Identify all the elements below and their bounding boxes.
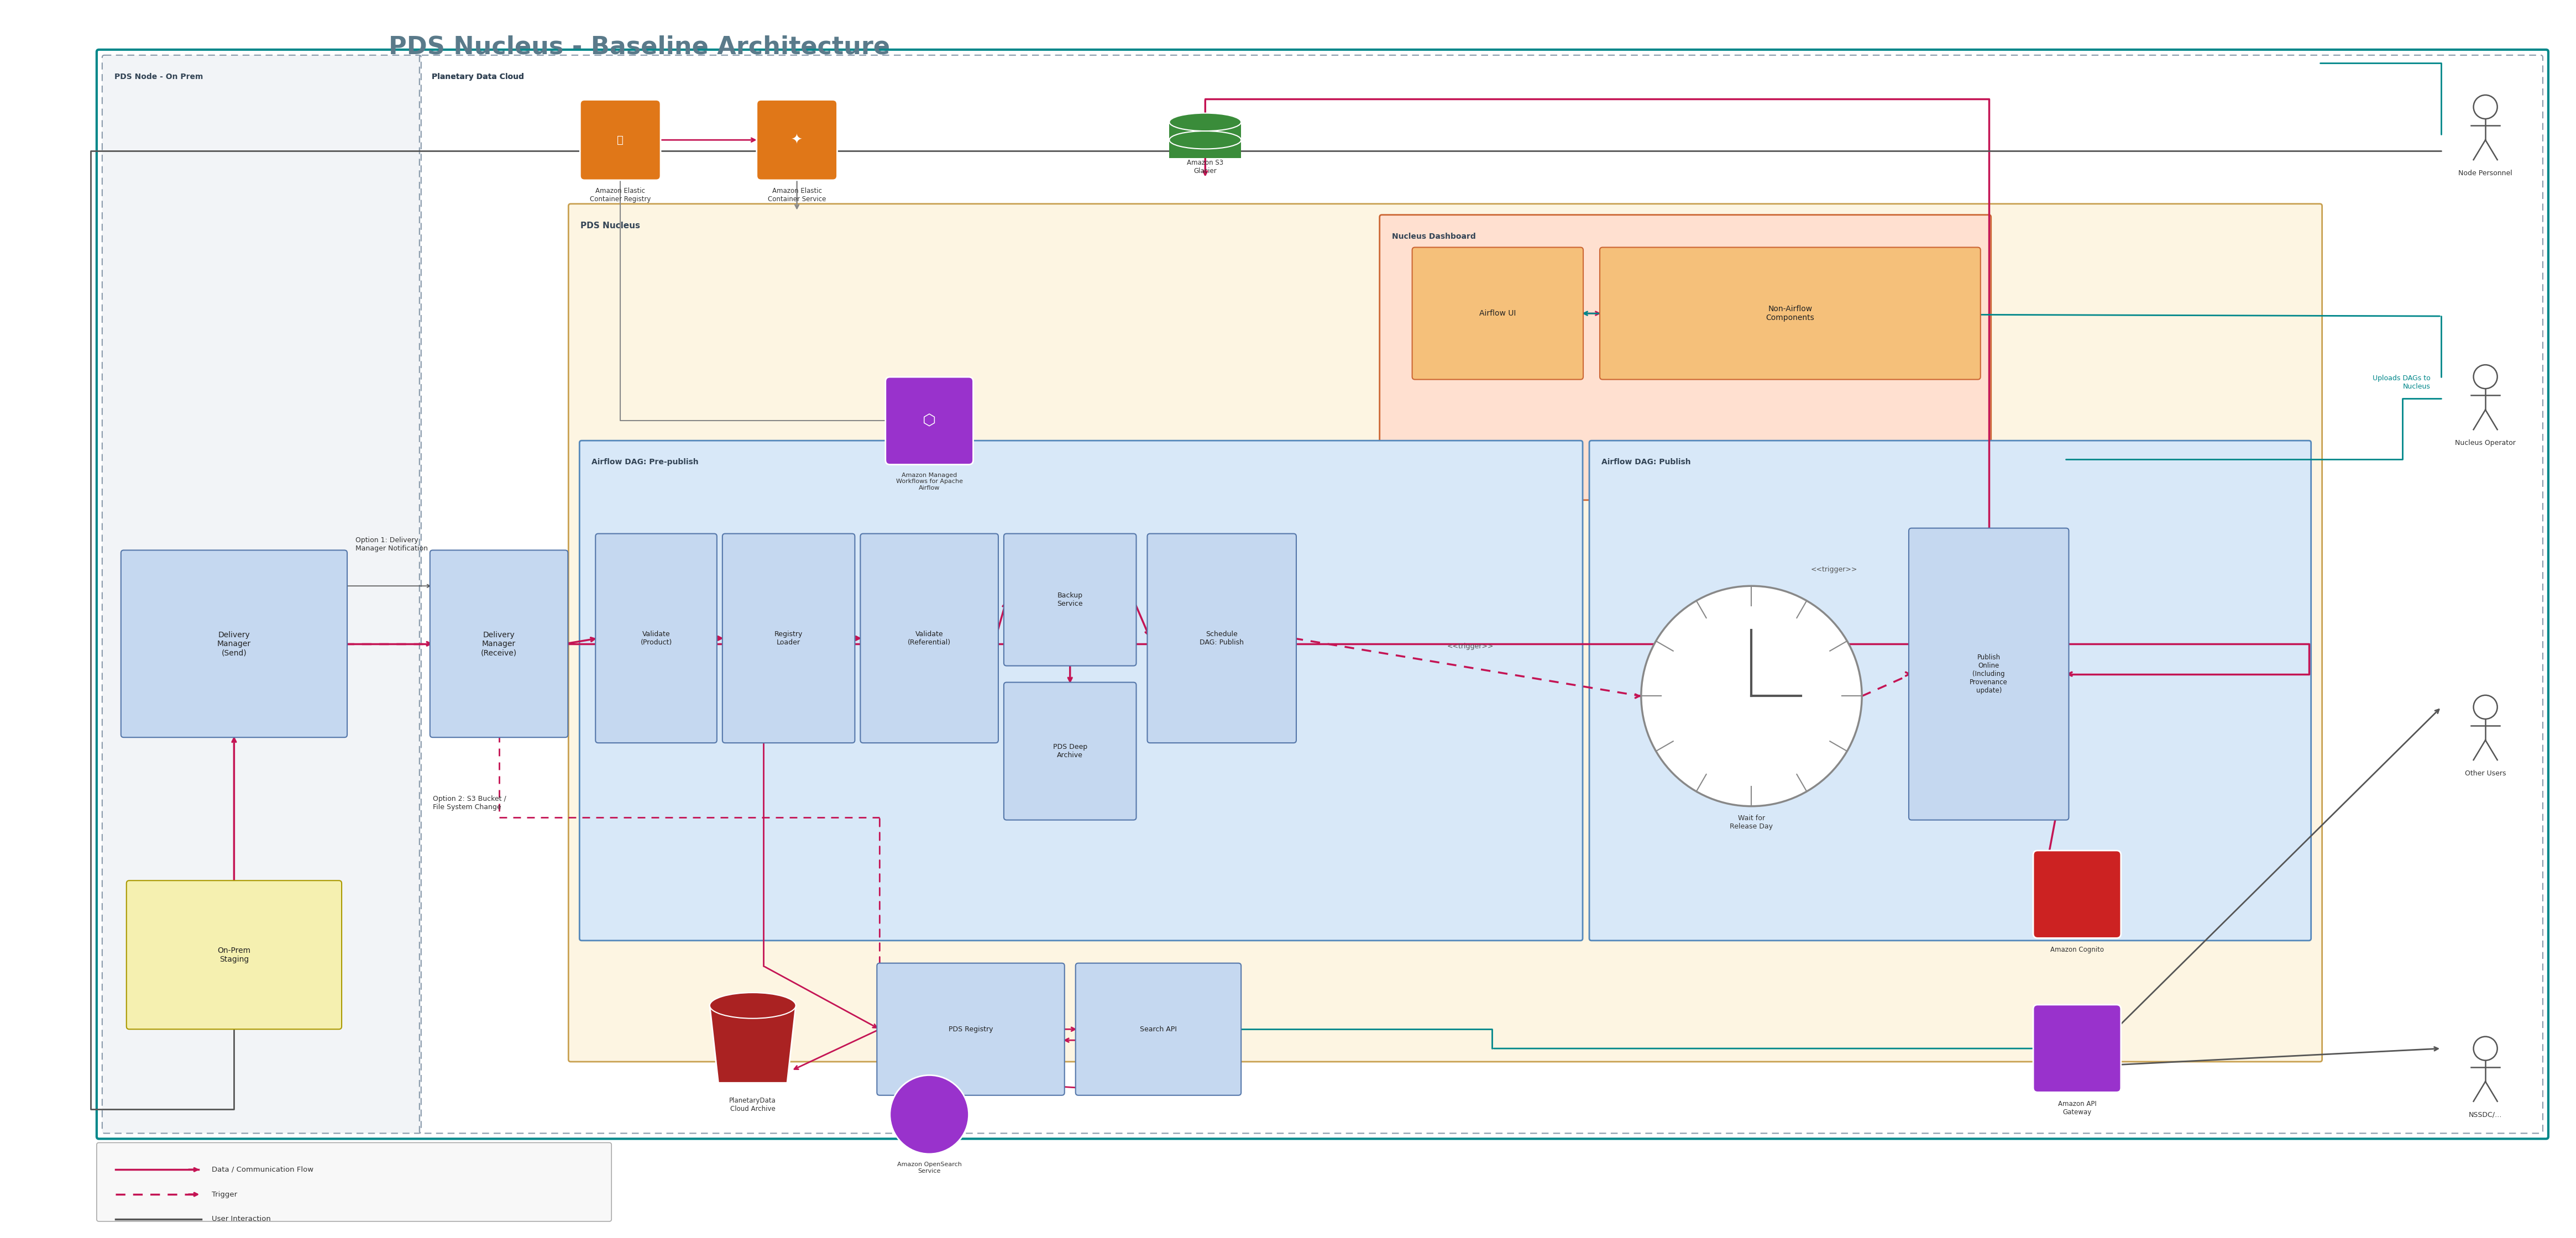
FancyBboxPatch shape [1909,529,2069,820]
Text: PlanetaryData
Cloud Archive: PlanetaryData Cloud Archive [729,1097,775,1113]
Text: Planetary Data Cloud: Planetary Data Cloud [433,73,523,80]
Text: Option 1: Delivery
Manager Notification: Option 1: Delivery Manager Notification [355,536,428,552]
Text: PDS Deep
Archive: PDS Deep Archive [1054,743,1087,759]
Bar [1170,123,1242,158]
Text: Nucleus Dashboard: Nucleus Dashboard [1391,233,1476,240]
Text: Trigger: Trigger [211,1191,237,1198]
Polygon shape [711,1005,796,1083]
Circle shape [889,1075,969,1154]
Text: <<trigger>>: <<trigger>> [1811,566,1857,573]
Text: Validate
(Product): Validate (Product) [641,630,672,646]
FancyBboxPatch shape [1412,248,1584,380]
Text: Validate
(Referential): Validate (Referential) [907,630,951,646]
Ellipse shape [1170,113,1242,131]
Text: Backup
Service: Backup Service [1056,592,1082,608]
Text: Airflow DAG: Pre-publish: Airflow DAG: Pre-publish [592,458,698,465]
FancyBboxPatch shape [1600,248,1981,380]
FancyBboxPatch shape [103,56,420,1133]
FancyBboxPatch shape [126,880,343,1029]
Text: Schedule
DAG: Publish: Schedule DAG: Publish [1200,630,1244,646]
Text: Node Personnel: Node Personnel [2458,170,2512,177]
Text: ✦: ✦ [791,134,804,146]
Text: User Interaction: User Interaction [211,1216,270,1223]
FancyBboxPatch shape [2032,851,2120,938]
FancyBboxPatch shape [1146,534,1296,743]
Text: Data / Communication Flow: Data / Communication Flow [211,1166,314,1174]
Text: Delivery
Manager
(Send): Delivery Manager (Send) [216,631,250,656]
Ellipse shape [711,993,796,1019]
FancyBboxPatch shape [2032,1005,2120,1092]
FancyBboxPatch shape [886,378,974,464]
Text: Uploads DAGs to
Nucleus: Uploads DAGs to Nucleus [2372,374,2429,390]
Text: PDS Node - On Prem: PDS Node - On Prem [113,73,204,80]
Text: Option 2: S3 Bucket /
File System Change: Option 2: S3 Bucket / File System Change [433,795,505,811]
FancyBboxPatch shape [1381,215,1991,500]
Text: Amazon Elastic
Container Registry: Amazon Elastic Container Registry [590,187,652,203]
Text: Wait for
Release Day: Wait for Release Day [1731,815,1772,829]
Text: Planetary Data Cloud: Planetary Data Cloud [433,73,523,80]
Text: PDS Registry: PDS Registry [948,1025,992,1032]
FancyBboxPatch shape [569,204,2321,1062]
Text: Amazon Elastic
Container Service: Amazon Elastic Container Service [768,187,827,203]
FancyBboxPatch shape [121,550,348,738]
FancyBboxPatch shape [860,534,999,743]
Text: Amazon API
Gateway: Amazon API Gateway [2058,1101,2097,1115]
Text: Publish
Online
(Including
Provenance
update): Publish Online (Including Provenance upd… [1971,654,2007,695]
Text: <<trigger>>: <<trigger>> [1448,643,1494,650]
FancyBboxPatch shape [1005,534,1136,666]
Text: ⬛: ⬛ [618,135,623,145]
FancyBboxPatch shape [430,550,567,738]
Text: Non-Airflow
Components: Non-Airflow Components [1767,305,1814,322]
Text: Delivery
Manager
(Receive): Delivery Manager (Receive) [482,631,518,656]
Text: Amazon Managed
Workflows for Apache
Airflow: Amazon Managed Workflows for Apache Airf… [896,473,963,490]
FancyBboxPatch shape [580,100,659,181]
FancyBboxPatch shape [1077,963,1242,1096]
Text: Nucleus Operator: Nucleus Operator [2455,439,2517,447]
Text: Airflow DAG: Publish: Airflow DAG: Publish [1602,458,1690,465]
FancyBboxPatch shape [595,534,716,743]
FancyBboxPatch shape [1589,441,2311,941]
Circle shape [1641,586,1862,806]
Ellipse shape [1170,131,1242,149]
Text: Registry
Loader: Registry Loader [775,630,804,646]
Text: On-Prem
Staging: On-Prem Staging [216,947,250,963]
Text: ⬡: ⬡ [922,413,935,428]
Text: PDS Nucleus: PDS Nucleus [580,222,641,230]
FancyBboxPatch shape [98,1143,611,1222]
Text: Amazon S3
Glacier: Amazon S3 Glacier [1188,158,1224,175]
Text: NSSDC/…: NSSDC/… [2468,1112,2501,1118]
Text: Amazon Cognito: Amazon Cognito [2050,946,2105,953]
Text: Search API: Search API [1139,1025,1177,1032]
FancyBboxPatch shape [721,534,855,743]
FancyBboxPatch shape [876,963,1064,1096]
FancyBboxPatch shape [1005,682,1136,820]
FancyBboxPatch shape [580,441,1582,941]
Text: Other Users: Other Users [2465,770,2506,777]
Text: Airflow UI: Airflow UI [1479,310,1517,317]
FancyBboxPatch shape [757,100,837,181]
Text: PDS Nucleus - Baseline Architecture: PDS Nucleus - Baseline Architecture [389,36,889,59]
Text: Amazon OpenSearch
Service: Amazon OpenSearch Service [896,1161,961,1174]
